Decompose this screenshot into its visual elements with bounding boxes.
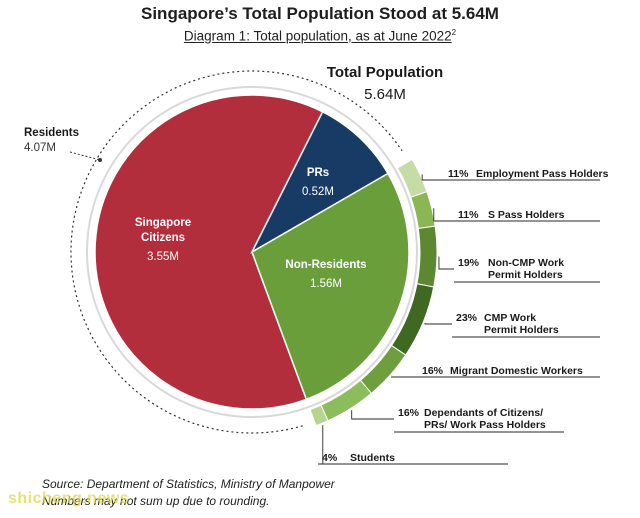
ring-pct-label-5: 16%	[422, 365, 444, 377]
ring-leader-3	[438, 256, 454, 270]
ring-leader-2	[433, 208, 454, 222]
residents-leader-line	[69, 151, 101, 161]
non-residents-slice	[251, 172, 410, 401]
watermark-logo: shicheng.news	[8, 490, 130, 507]
pie-name-label-2: PRs	[307, 167, 329, 179]
pie-value-label-1: 3.55M	[147, 251, 179, 263]
ring-name-label-3: Non-CMP Work	[488, 257, 564, 269]
ring-name-label-3: Permit Holders	[488, 269, 563, 281]
ring-pct-label-7: 4%	[322, 452, 338, 464]
source-line: Source: Department of Statistics, Minist…	[42, 477, 335, 491]
ring-labels: 11% Employment Pass Holders 11% S Pass Hold…	[322, 168, 609, 464]
ring-pct-label-3: 19%	[458, 257, 480, 269]
pie-name-label-1: Citizens	[141, 232, 185, 244]
chart-subtitle: Diagram 1: Total population, as at June …	[0, 28, 640, 44]
source-note: Source: Department of Statistics, Minist…	[42, 476, 335, 510]
ring-name-label-4: Permit Holders	[484, 324, 559, 336]
residents-dashed-arc	[70, 70, 403, 434]
pie-value-label-2: 0.52M	[302, 186, 334, 198]
ring-name-label-1: Employment Pass Holders	[476, 168, 609, 180]
ring-leader-6	[351, 410, 394, 420]
ring-pct-label-6: 16%	[398, 407, 420, 419]
pie-name-label-1: Singapore	[135, 217, 191, 229]
chart-title: Singapore’s Total Population Stood at 5.…	[141, 4, 499, 23]
ring-name-label-7: Students	[350, 452, 395, 464]
ring-leader-4	[424, 323, 452, 325]
rounding-note: Numbers may not sum up due to rounding.	[42, 494, 270, 508]
ring-name-label-6: PRs/ Work Pass Holders	[424, 419, 546, 431]
ring-name-label-2: S Pass Holders	[488, 209, 565, 221]
subtitle-text: Diagram 1: Total population, as at June …	[183, 28, 452, 44]
ring-pct-label-2: 11%	[458, 209, 479, 221]
total-population-label: Total Population	[326, 64, 444, 81]
ring-leader-1	[421, 174, 444, 181]
residents-value: 4.07M	[24, 142, 56, 154]
citizens-slice	[94, 94, 324, 410]
residents-leader-dot	[98, 158, 102, 162]
pie-name-label-3: Non-Residents	[285, 259, 366, 271]
residents-label: Residents	[24, 127, 79, 139]
ring-pct-label-4: 23%	[456, 312, 478, 324]
ring-name-label-6: Dependants of Citizens/	[424, 407, 543, 419]
prs-slice	[250, 110, 389, 254]
ring-segment-3	[416, 225, 438, 288]
ring-name-label-5: Migrant Domestic Workers	[450, 365, 583, 377]
ring-leader-lines	[318, 174, 600, 465]
ring-name-label-4: CMP Work	[484, 312, 536, 324]
total-population-value: 5.64M	[364, 86, 406, 103]
non-residents-ring	[309, 158, 438, 427]
subtitle-footnote-mark: 2	[451, 28, 457, 37]
main-pie	[94, 94, 410, 410]
pie-labels: Singapore Citizens 3.55M PRs 0.52M Non-Reside…	[135, 167, 367, 290]
ring-segment-7	[309, 404, 329, 427]
ring-pct-label-1: 11%	[448, 168, 469, 180]
pie-value-label-3: 1.56M	[310, 278, 342, 290]
